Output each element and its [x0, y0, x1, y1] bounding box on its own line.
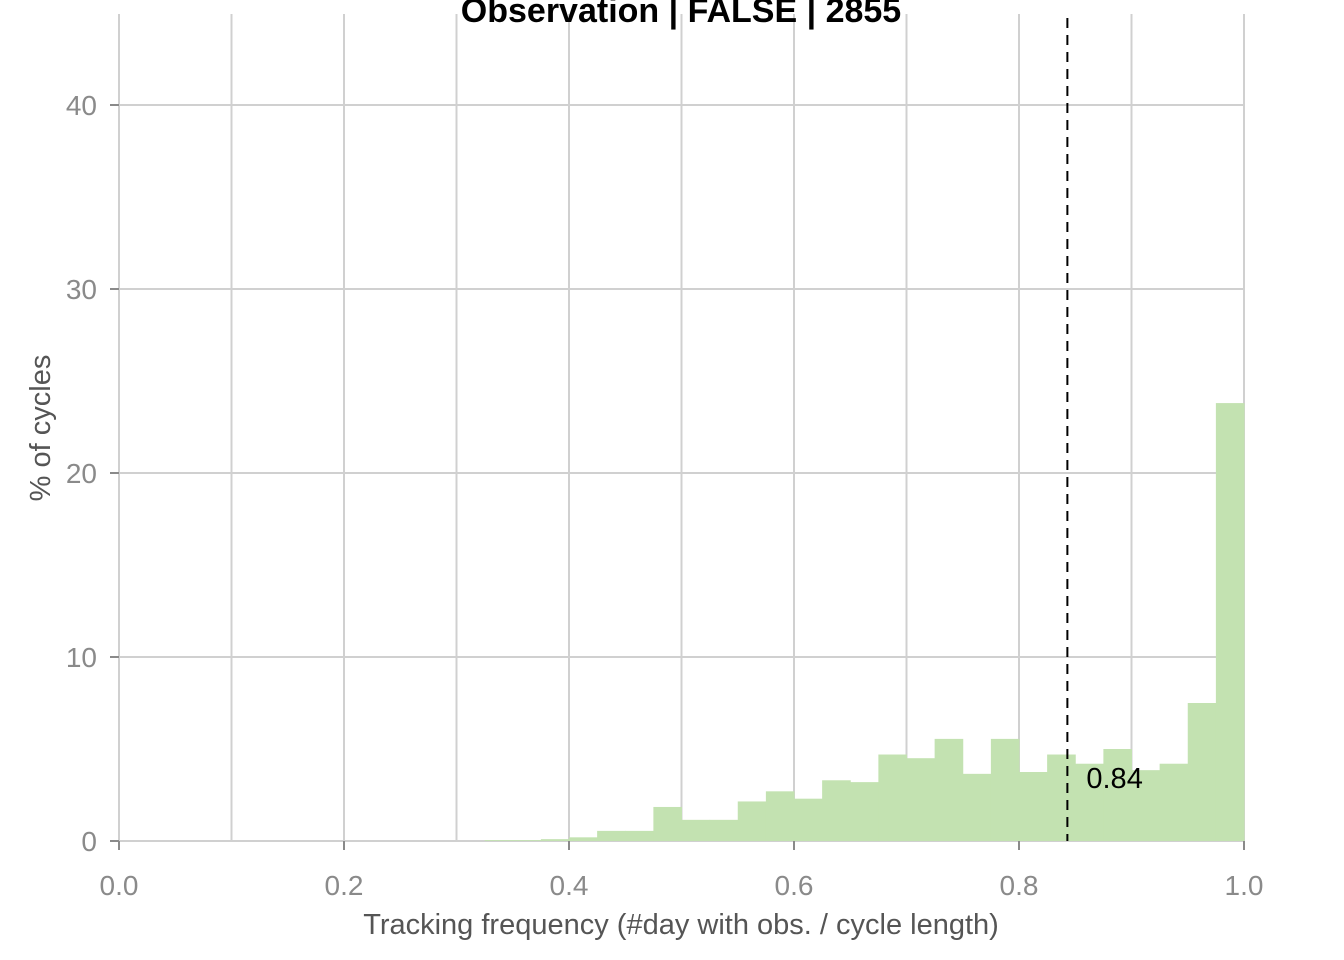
y-tick-label: 40 [66, 90, 97, 121]
histogram-bar [653, 806, 682, 841]
histogram-bar [709, 819, 739, 841]
histogram-bar [597, 830, 626, 841]
x-tick-label: 0.0 [100, 870, 139, 901]
grid-lines [118, 14, 1245, 842]
y-tick-label: 0 [81, 826, 97, 857]
histogram-bar [878, 754, 907, 841]
y-tick-label: 10 [66, 642, 97, 673]
x-tick-label: 1.0 [1225, 870, 1264, 901]
reference-line-label: 0.84 [1086, 763, 1142, 795]
x-tick-label: 0.8 [1000, 870, 1039, 901]
reference-line-group: 0.84 [1066, 18, 1143, 841]
y-tick-label: 20 [66, 458, 97, 489]
x-tick-label: 0.4 [550, 870, 589, 901]
x-tick-label: 0.6 [775, 870, 814, 901]
histogram-bar [850, 782, 879, 841]
histogram-bar [962, 773, 992, 841]
histogram-bar [1215, 403, 1245, 841]
chart-title: Observation | FALSE | 2855 [461, 0, 901, 30]
x-axis-label: Tracking frequency (#day with obs. / cyc… [363, 909, 999, 941]
histogram-bar [1047, 754, 1076, 841]
histogram-bar [934, 738, 964, 841]
histogram-bar [1075, 763, 1104, 841]
histogram-bar [625, 830, 654, 841]
histogram-bar [906, 758, 936, 841]
y-axis-label: % of cycles [25, 355, 57, 502]
histogram-bar [1159, 763, 1189, 841]
histogram-bars [484, 403, 1245, 841]
y-tick-label: 30 [66, 274, 97, 305]
histogram-bar [540, 839, 570, 841]
histogram-bar [822, 780, 851, 841]
histogram-bar [1131, 770, 1161, 841]
histogram-bar [794, 798, 823, 841]
x-tick-label: 0.2 [325, 870, 364, 901]
histogram-bar [512, 840, 542, 841]
histogram-bar [681, 819, 711, 841]
histogram-bar [1103, 749, 1132, 841]
histogram-bar [569, 837, 598, 841]
histogram-bar [1187, 703, 1217, 841]
histogram-bar [765, 791, 795, 841]
histogram-bar [737, 801, 767, 841]
histogram-bar [484, 840, 514, 841]
histogram-bar [1019, 772, 1048, 841]
histogram-bar [990, 738, 1020, 841]
axis-ticks: 0.0 0.2 0.4 0.6 0.8 1.0 0 10 20 30 40 [66, 90, 1264, 901]
